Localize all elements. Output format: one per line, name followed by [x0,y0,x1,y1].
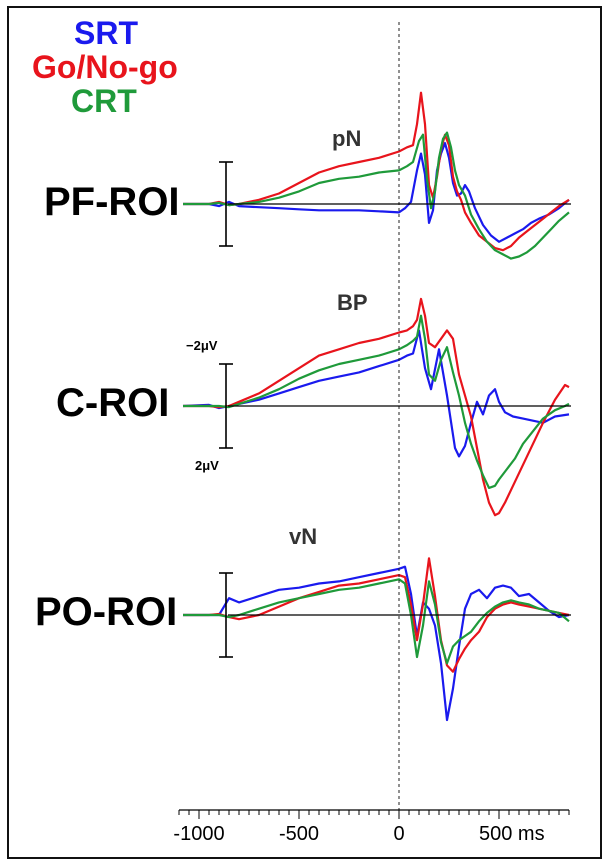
x-tick-label-2: 0 [393,823,404,845]
legend-go-nogo: Go/No-go [32,49,178,85]
x-tick-label-1: -500 [279,823,319,845]
trace-srt-panel-1 [182,329,570,458]
scale-bar-bottom-label: 2μV [195,458,219,473]
trace-crt-panel-2 [183,578,570,665]
legend-crt: CRT [71,83,137,119]
trace-go-no-go-panel-0 [183,91,570,252]
scale-bar-top-label: −2μV [186,338,218,353]
x-tick-label-0: -1000 [173,823,224,845]
figure-frame [7,6,602,859]
roi-label-pf: PF-ROI [44,180,180,224]
legend-srt: SRT [74,15,138,51]
component-label-bp: BP [337,290,368,315]
roi-label-c: C-ROI [56,381,170,425]
trace-crt-panel-0 [183,131,570,260]
trace-srt-panel-2 [183,565,570,722]
trace-go-no-go-panel-2 [183,557,570,673]
trace-go-no-go-panel-1 [183,297,570,517]
x-tick-label-3: 500 ms [479,823,545,845]
component-label-pn: pN [332,126,362,151]
roi-label-po: PO-ROI [35,590,178,634]
traces-layer [182,91,570,722]
trace-crt-panel-1 [183,314,570,489]
axes-layer: -1000 -500 0 500 ms [173,22,571,845]
component-label-vn: vN [289,524,318,549]
